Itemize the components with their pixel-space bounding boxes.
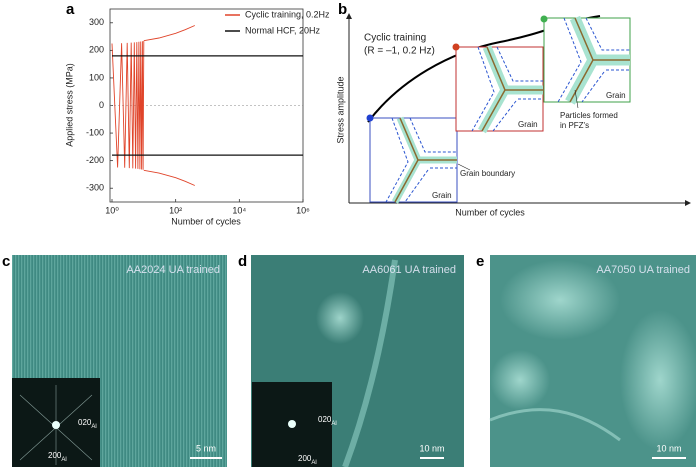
panel-letter: b [338,1,347,18]
series-line [112,55,303,156]
grain-label: Grain [606,91,626,100]
grain-box-green [543,15,631,105]
x-axis-label: Number of cycles [455,207,525,217]
y-tick-label: -300 [86,183,104,193]
fft-center [288,420,296,428]
particles-label: in PFZ's [560,121,589,130]
leader-line [574,89,579,109]
y-tick-label: -100 [86,127,104,137]
x-tick-label: 10⁴ [232,205,246,215]
y-tick-label: 200 [89,45,104,55]
dot [540,15,548,23]
diagram-title: Cyclic training [364,33,426,44]
feature [500,260,620,340]
grain-boundary-label: Grain boundary [460,169,515,178]
panel-letter: d [238,253,247,270]
feature [620,310,696,450]
x-tick-label: 10⁰ [105,205,119,215]
y-axis-label: Applied stress (MPa) [64,63,74,147]
y-tick-label: 300 [89,17,104,27]
panel-letter: c [2,253,10,270]
inset-label: 200Al [298,454,317,465]
scale-label: 10 nm [419,443,444,453]
leader-line [457,163,471,171]
legend-label: Normal HCF, 20Hz [245,25,321,35]
panel-letter: a [66,1,75,18]
fft-center [52,421,60,429]
x-tick-label: 10² [169,205,182,215]
y-axis-label: Stress amplitude [335,76,345,143]
panel-letter: e [476,253,484,270]
series-line [111,25,195,186]
panel-e: e AA7050 UA trained 10 nm [476,253,696,467]
dot [366,114,374,122]
x-tick-label: 10⁶ [296,205,310,215]
y-tick-label: 0 [99,100,104,110]
dot [452,43,460,51]
legend-label: Cyclic training, 0.2Hz [245,9,330,19]
feature [316,292,364,344]
y-tick-label: -200 [86,155,104,165]
particles-label: Particles formed [560,111,618,120]
y-tick-label: 100 [89,72,104,82]
x-axis-label: Number of cycles [171,216,241,226]
panel-c: c AA2024 UA trained 020Al 200Al 5 nm [2,253,227,467]
image-caption: AA7050 UA trained [596,264,690,276]
grain-box-red [455,45,544,134]
diagram-subtitle: (R = –1, 0.2 Hz) [364,46,435,57]
grain-box-blue [369,116,458,204]
panel-a: a Number of cycles Applied stress (MPa) … [64,1,330,226]
grain-label: Grain [432,191,452,200]
feature [490,350,550,410]
scale-label: 10 nm [656,443,681,453]
panel-d: d AA6061 UA trained 020Al 200Al 10 nm [238,253,464,467]
image-caption: AA6061 UA trained [362,264,456,276]
panel-b: b Stress amplitude Number of cycles Cycl… [335,1,691,217]
scale-label: 5 nm [196,443,216,453]
inset-label: 020Al [318,415,337,426]
grain-label: Grain [518,120,538,129]
feature [342,259,398,467]
inset-label: 020Al [78,418,97,429]
feature [489,408,621,442]
inset-label: 200Al [48,451,67,462]
image-caption: AA2024 UA trained [126,264,220,276]
